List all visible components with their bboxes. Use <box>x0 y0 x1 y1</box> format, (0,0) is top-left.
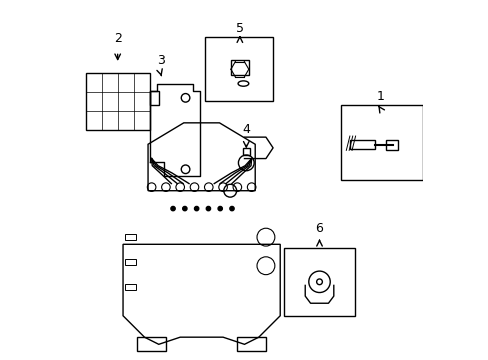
Text: 2: 2 <box>114 32 122 45</box>
Bar <box>242 148 249 155</box>
Bar <box>85 73 149 130</box>
Bar <box>230 60 248 75</box>
Circle shape <box>183 206 186 211</box>
Bar <box>283 248 354 316</box>
Bar <box>385 140 397 150</box>
Bar <box>124 259 135 265</box>
Bar <box>237 337 265 351</box>
Circle shape <box>194 206 198 211</box>
Bar <box>124 234 135 240</box>
Circle shape <box>229 206 234 211</box>
Circle shape <box>218 206 222 211</box>
Circle shape <box>206 206 210 211</box>
Text: 6: 6 <box>315 222 323 235</box>
Text: 3: 3 <box>156 54 164 67</box>
Bar <box>205 37 272 102</box>
Text: 4: 4 <box>242 123 250 136</box>
Bar <box>149 91 159 105</box>
Bar <box>349 140 374 149</box>
Bar <box>124 284 135 290</box>
Text: 5: 5 <box>235 22 244 35</box>
Circle shape <box>171 206 175 211</box>
Bar <box>340 105 422 180</box>
Bar <box>137 337 165 351</box>
Text: 1: 1 <box>376 90 384 103</box>
